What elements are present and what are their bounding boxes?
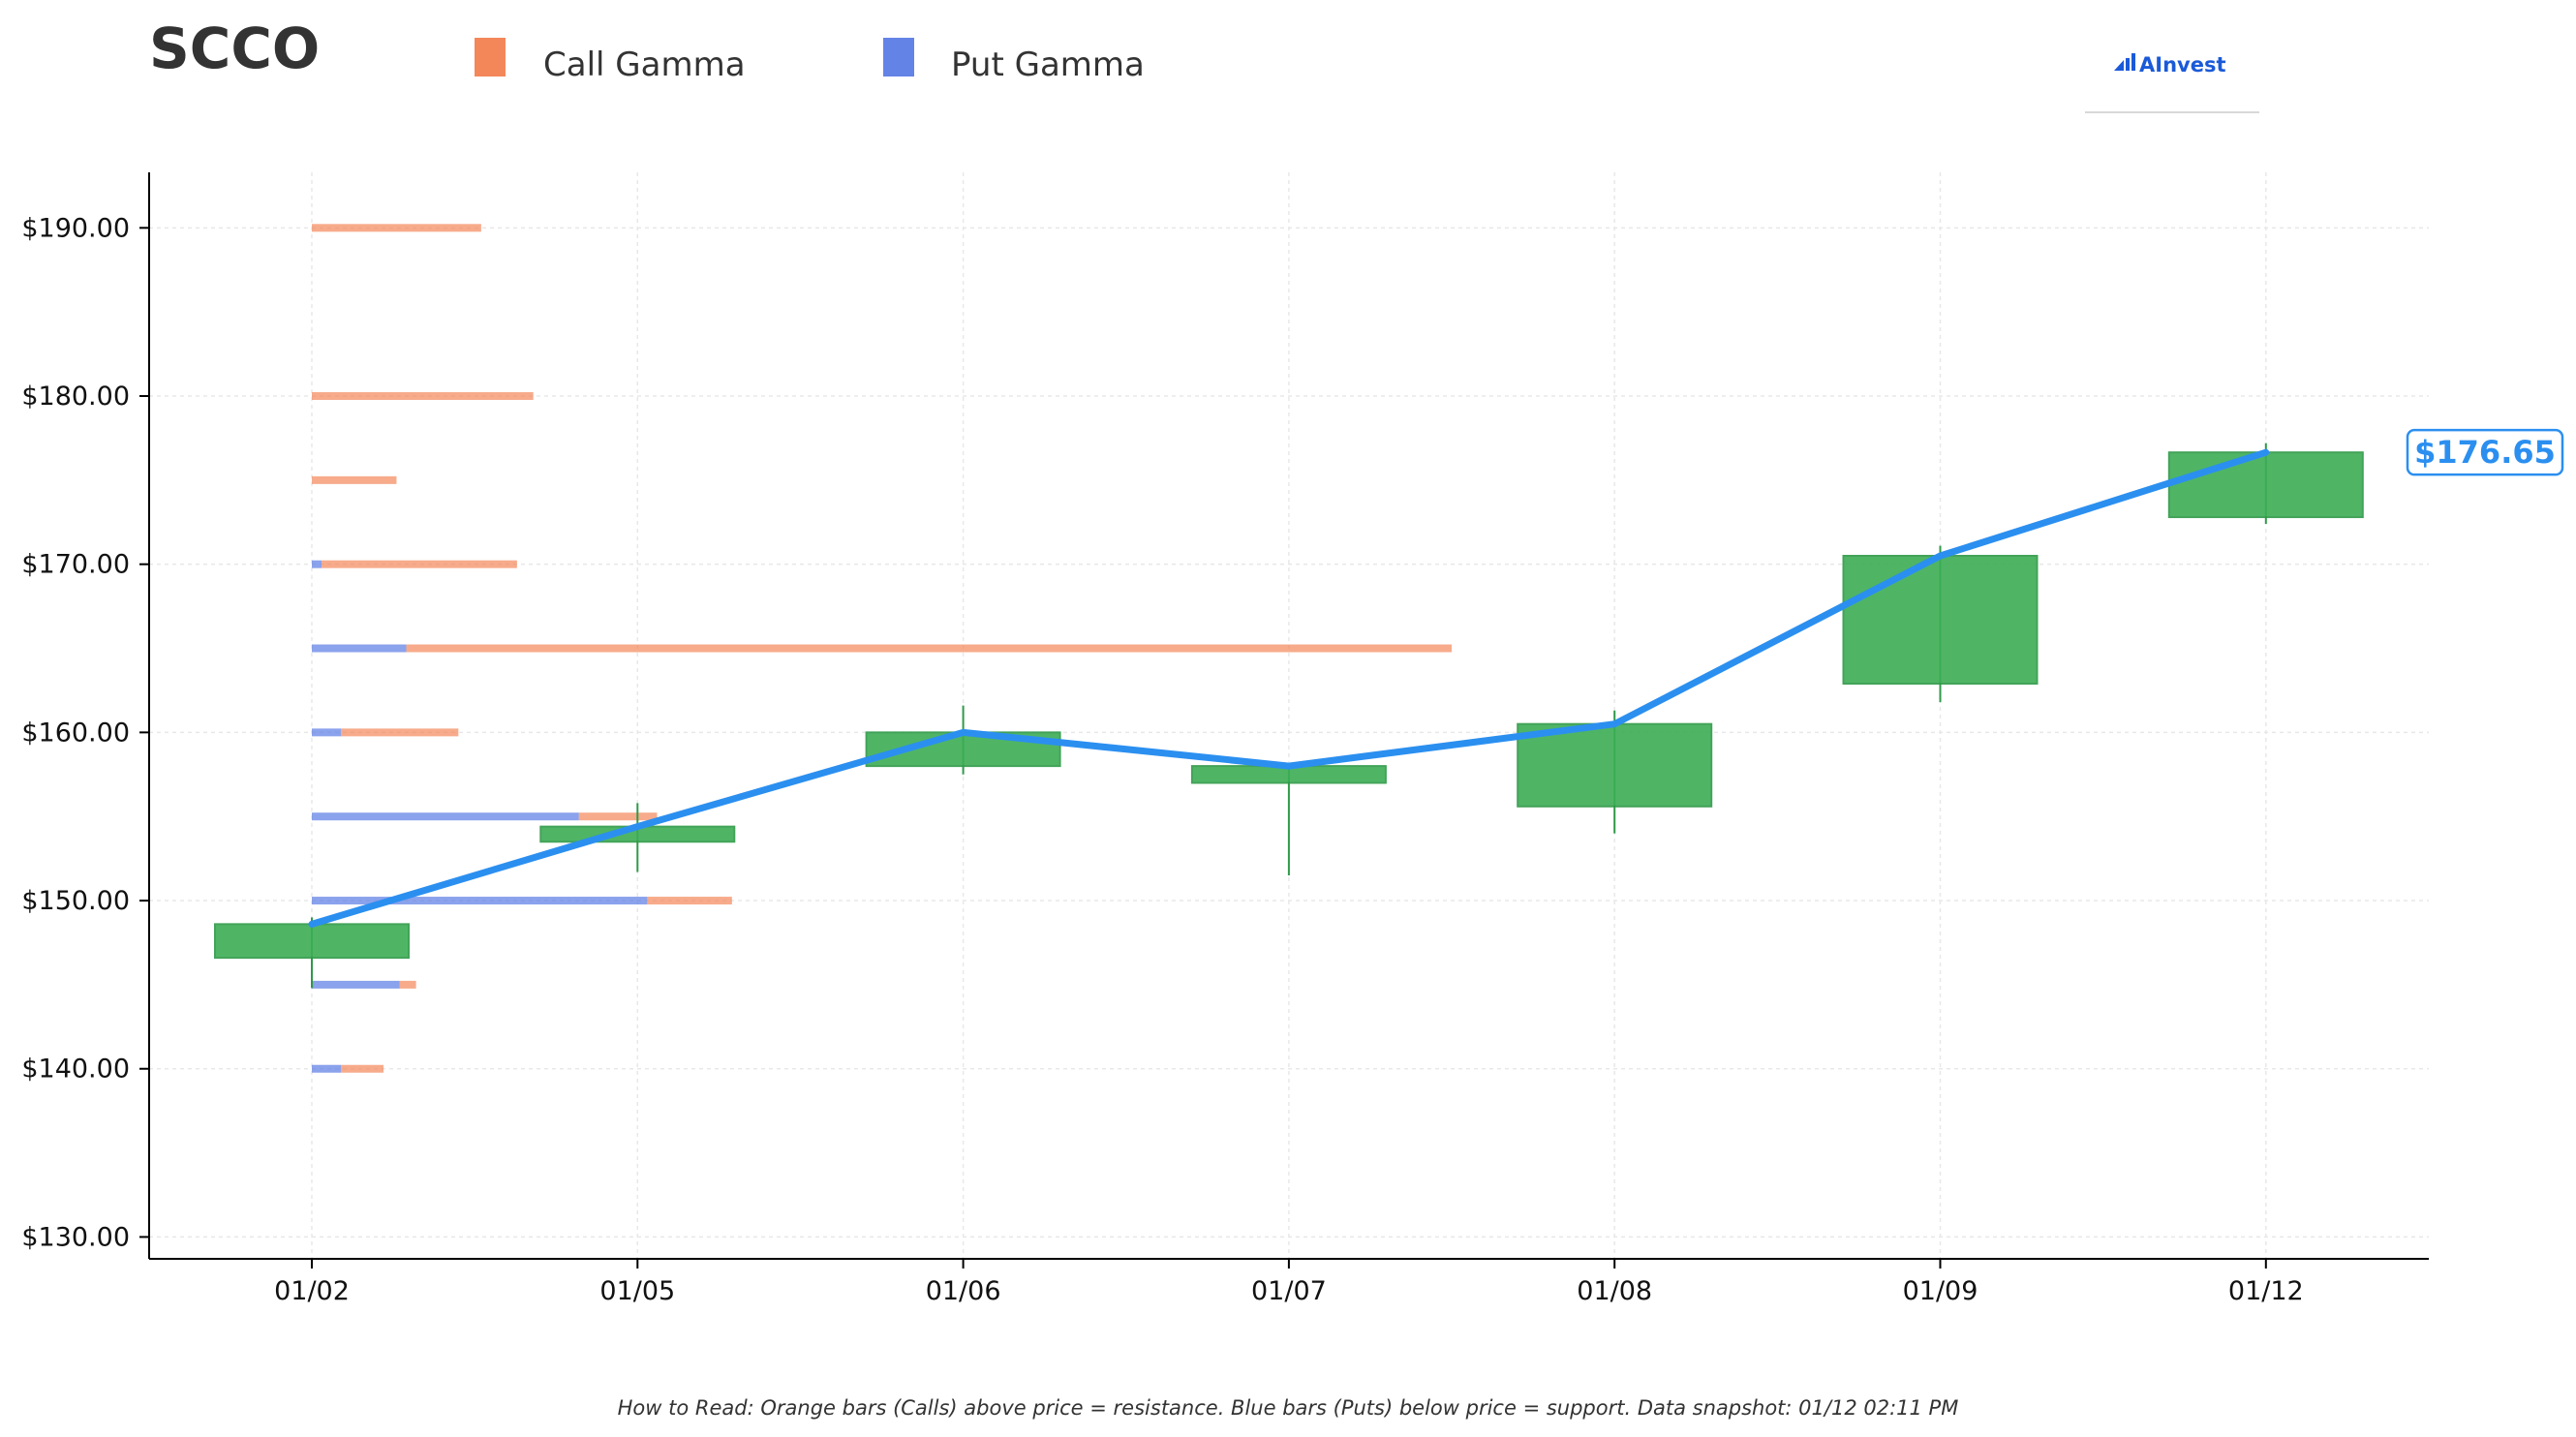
last-price-label: $176.65 [2414, 434, 2556, 471]
x-tick-label: 01/02 [274, 1276, 350, 1306]
candle-body [214, 923, 410, 960]
candle-body [2167, 451, 2364, 519]
put-gamma-bar [312, 1064, 342, 1073]
call-gamma-bar [647, 897, 732, 905]
put-gamma-bar [312, 560, 322, 568]
y-tick-label: $180.00 [21, 382, 130, 412]
candle-body [1842, 555, 2039, 685]
x-tick-label: 01/07 [1251, 1276, 1327, 1306]
candle-body [1517, 722, 1713, 808]
legend-put-label: Put Gamma [951, 46, 1145, 84]
y-tick-label: $160.00 [21, 718, 130, 748]
put-gamma-bar [312, 728, 342, 737]
legend: Call Gamma Put Gamma [475, 38, 1145, 84]
call-gamma-bar [341, 728, 459, 737]
call-gamma-bar [322, 560, 517, 568]
ainvest-logo: AInvest [2085, 53, 2259, 113]
close-price-line [308, 448, 2270, 928]
logo-text: AInvest [2139, 53, 2226, 76]
call-gamma-bar [406, 644, 1453, 653]
chart-bars-icon [2114, 53, 2135, 71]
put-gamma-bar [312, 812, 579, 821]
last-price-badge: $176.65 [2406, 428, 2564, 476]
put-gamma-bar [312, 644, 407, 653]
legend-call-label: Call Gamma [543, 46, 746, 84]
y-tick-label: $170.00 [21, 550, 130, 580]
axes: $130.00 $140.00 $150.00 $160.00 $170.00 $180.… [21, 172, 2429, 1306]
y-tick-label: $190.00 [21, 213, 130, 243]
y-tick-label: $140.00 [21, 1055, 130, 1085]
grid [149, 172, 2429, 1259]
call-gamma-bar [341, 1064, 383, 1073]
call-gamma-bar [312, 475, 397, 484]
legend-call-swatch [475, 38, 506, 76]
call-gamma-bar [312, 392, 534, 400]
close-line-path [308, 448, 2270, 928]
gamma-bars [312, 224, 1453, 1073]
y-tick-label: $150.00 [21, 886, 130, 916]
how-to-read-note: How to Read: Orange bars (Calls) above p… [618, 1396, 1959, 1420]
x-tick-label: 01/09 [1903, 1276, 1978, 1306]
call-gamma-bar [578, 812, 658, 821]
legend-put-swatch [883, 38, 914, 76]
candlesticks [214, 443, 2364, 989]
x-tick-label: 01/08 [1577, 1276, 1652, 1306]
call-gamma-bar [312, 224, 481, 232]
chart-title: SCCO [149, 15, 320, 81]
x-tick-label: 01/06 [926, 1276, 1001, 1306]
put-gamma-bar [312, 980, 400, 989]
y-tick-label: $130.00 [21, 1222, 130, 1252]
put-gamma-bar [312, 897, 648, 905]
x-tick-label: 01/05 [599, 1276, 675, 1306]
call-gamma-bar [399, 980, 416, 989]
x-tick-label: 01/12 [2228, 1276, 2304, 1306]
